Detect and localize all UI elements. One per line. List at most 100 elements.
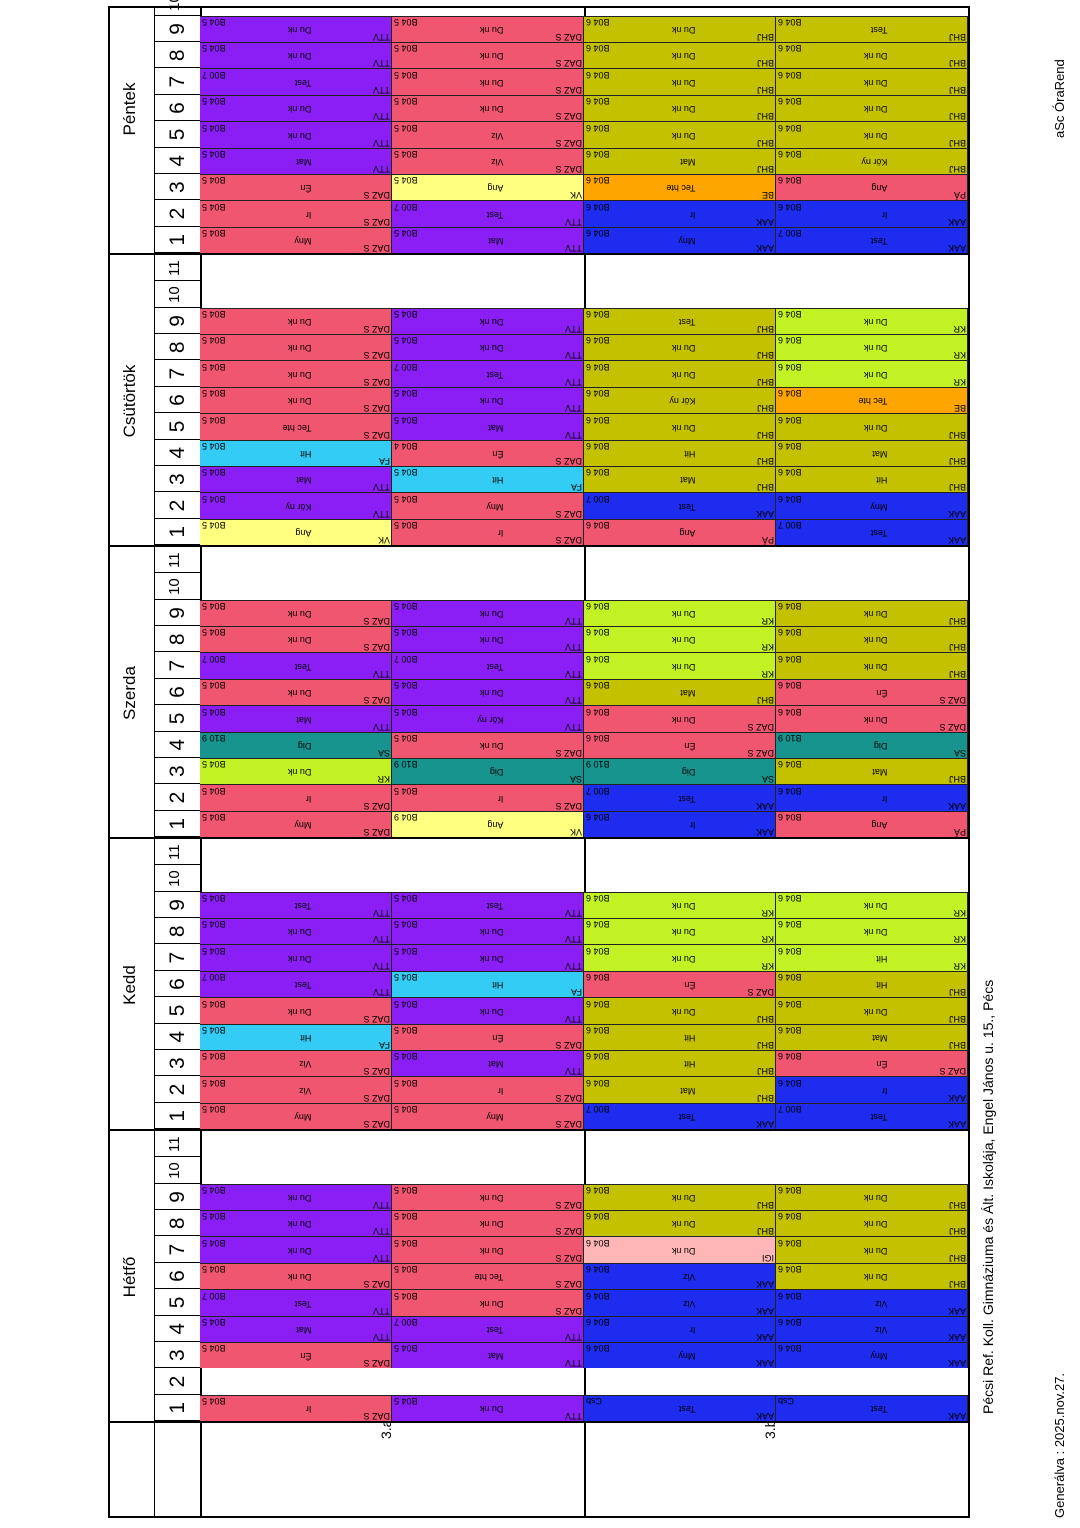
lesson-cell[interactable]: PÁ Ang B04 6 xyxy=(776,173,968,201)
lesson-cell[interactable]: BE Tec hte B04 6 xyxy=(776,386,968,414)
lesson-cell[interactable]: BHJ Du nk B04 6 xyxy=(584,15,776,43)
lesson-cell[interactable]: BHJ Hit B04 6 xyxy=(584,439,776,466)
lesson-cell[interactable]: FA Hit B04 5 xyxy=(392,465,584,493)
lesson-cell[interactable]: DAZ S Tec hte B04 5 xyxy=(200,413,392,440)
lesson-cell[interactable]: TTV Du nk B04 5 xyxy=(200,1236,392,1263)
lesson-cell[interactable]: DAZ S Én B04 5 xyxy=(200,173,392,201)
lesson-cell[interactable]: DAZ S Mny B04 5 xyxy=(200,226,392,253)
lesson-cell[interactable]: TTV Du nk B04 5 xyxy=(392,1394,584,1421)
lesson-cell[interactable]: TTV Mat B04 5 xyxy=(392,226,584,253)
lesson-cell[interactable]: AAK Ir B04 6 xyxy=(776,784,968,811)
lesson-cell[interactable]: BHJ Test B04 6 xyxy=(776,15,968,43)
lesson-cell[interactable]: TTV Du nk B04 5 xyxy=(392,997,584,1024)
lesson-cell[interactable]: AAK Test B00 7 xyxy=(584,784,776,811)
lesson-cell[interactable]: AAK Viz B04 6 xyxy=(776,1289,968,1316)
lesson-cell[interactable]: PÁ Ang B04 6 xyxy=(776,810,968,837)
lesson-cell[interactable]: BHJ Mat B04 6 xyxy=(584,1076,776,1103)
lesson-cell[interactable]: BHJ Kör ny B04 6 xyxy=(776,147,968,174)
lesson-cell[interactable]: DAZ S Du nk B04 5 xyxy=(392,68,584,95)
lesson-cell[interactable]: BHJ Du nk B04 6 xyxy=(776,652,968,679)
lesson-cell[interactable]: BHJ Mat B04 6 xyxy=(584,147,776,174)
lesson-cell[interactable]: BHJ Du nk B04 6 xyxy=(776,1262,968,1290)
lesson-cell[interactable]: DAZ S Du nk B04 5 xyxy=(200,334,392,361)
lesson-cell[interactable]: DAZ S Du nk B04 5 xyxy=(392,731,584,758)
lesson-cell[interactable]: BHJ Hit B04 6 xyxy=(776,970,968,998)
lesson-cell[interactable]: BHJ Du nk B04 6 xyxy=(584,68,776,95)
lesson-cell[interactable]: DAZ S Én B04 6 xyxy=(776,1049,968,1077)
lesson-cell[interactable]: DAZ S Ir B04 5 xyxy=(200,1394,392,1421)
lesson-cell[interactable]: KR Du nk B04 6 xyxy=(584,944,776,971)
lesson-cell[interactable]: DAZ S Du nk B04 5 xyxy=(200,599,392,627)
lesson-cell[interactable]: BHJ Du nk B04 6 xyxy=(584,94,776,122)
lesson-cell[interactable]: AAK Test B00 7 xyxy=(776,226,968,253)
lesson-cell[interactable]: TTV Test B00 7 xyxy=(392,360,584,387)
lesson-cell[interactable]: BHJ Hit B04 6 xyxy=(584,1049,776,1077)
lesson-cell[interactable]: DAZ S Du nk B04 6 xyxy=(584,705,776,732)
lesson-cell[interactable]: BHJ Mat B04 6 xyxy=(584,678,776,706)
lesson-cell[interactable]: BHJ Du nk B04 6 xyxy=(776,599,968,627)
lesson-cell[interactable]: FA Hit B04 5 xyxy=(392,970,584,998)
lesson-cell[interactable]: DAZ S Ir B04 5 xyxy=(200,784,392,811)
lesson-cell[interactable]: TTV Test B00 7 xyxy=(392,1315,584,1342)
lesson-cell[interactable]: DAZ S Viz B04 5 xyxy=(200,1076,392,1103)
lesson-cell[interactable]: TTV Kör ny B04 5 xyxy=(200,492,392,519)
lesson-cell[interactable]: DAZ S Du nk B04 5 xyxy=(392,1236,584,1263)
lesson-cell[interactable]: DAZ S Viz B04 5 xyxy=(392,121,584,148)
lesson-cell[interactable]: KR Du nk B04 6 xyxy=(776,334,968,361)
lesson-cell[interactable]: TTV Test B04 5 xyxy=(200,891,392,919)
lesson-cell[interactable]: TTV Mat B04 5 xyxy=(200,147,392,174)
lesson-cell[interactable]: BHJ Mat B04 6 xyxy=(776,1023,968,1050)
lesson-cell[interactable]: DAZ S Én B04 5 xyxy=(392,1023,584,1050)
lesson-cell[interactable]: TTV Mat B04 5 xyxy=(392,413,584,440)
lesson-cell[interactable]: TTV Du nk B04 5 xyxy=(392,599,584,627)
lesson-cell[interactable]: BHJ Du nk B04 6 xyxy=(776,1236,968,1263)
lesson-cell[interactable]: SA Dig B10 9 xyxy=(584,757,776,785)
lesson-cell[interactable]: DAZ S Mny B04 5 xyxy=(392,1102,584,1129)
lesson-cell[interactable]: TTV Du nk B04 5 xyxy=(200,944,392,971)
lesson-cell[interactable]: TTV Test B00 7 xyxy=(200,68,392,95)
lesson-cell[interactable]: TTV Kör ny B04 5 xyxy=(392,705,584,732)
lesson-cell[interactable]: PÁ Ang B04 6 xyxy=(584,518,776,545)
lesson-cell[interactable]: DAZ S Du nk B04 5 xyxy=(200,386,392,414)
lesson-cell[interactable]: KR Du nk B04 6 xyxy=(584,891,776,919)
lesson-cell[interactable]: TTV Du nk B04 5 xyxy=(200,918,392,945)
lesson-cell[interactable]: DAZ S Du nk B04 6 xyxy=(776,705,968,732)
lesson-cell[interactable]: AAK Test Csb xyxy=(776,1394,968,1421)
lesson-cell[interactable]: DAZ S Du nk B04 5 xyxy=(392,1210,584,1237)
lesson-cell[interactable]: DAZ S Du nk B04 5 xyxy=(200,307,392,335)
lesson-cell[interactable]: BHJ Test B04 6 xyxy=(584,307,776,335)
lesson-cell[interactable]: FA Hit B04 5 xyxy=(200,1023,392,1050)
lesson-cell[interactable]: TTV Mat B04 5 xyxy=(200,465,392,493)
lesson-cell[interactable]: AAK Viz B04 6 xyxy=(776,1315,968,1342)
lesson-cell[interactable]: KR Du nk B04 6 xyxy=(776,360,968,387)
lesson-cell[interactable]: TTV Test B04 5 xyxy=(392,891,584,919)
lesson-cell[interactable]: KR Du nk B04 6 xyxy=(584,652,776,679)
lesson-cell[interactable]: DAZ S Ir B04 5 xyxy=(200,200,392,227)
lesson-cell[interactable]: TTV Du nk B04 5 xyxy=(200,1210,392,1237)
lesson-cell[interactable]: TTV Du nk B04 5 xyxy=(392,678,584,706)
lesson-cell[interactable]: BHJ Du nk B04 6 xyxy=(776,121,968,148)
lesson-cell[interactable]: VK Ang B04 5 xyxy=(392,173,584,201)
lesson-cell[interactable]: DAZ S Én B04 6 xyxy=(584,731,776,758)
lesson-cell[interactable]: AAK Mny B04 6 xyxy=(584,1341,776,1369)
lesson-cell[interactable]: BHJ Mat B04 6 xyxy=(776,439,968,466)
lesson-cell[interactable]: DAZ S Ir B04 5 xyxy=(392,784,584,811)
lesson-cell[interactable]: KR Du nk B04 6 xyxy=(776,307,968,335)
lesson-cell[interactable]: KR Du nk B04 5 xyxy=(200,757,392,785)
lesson-cell[interactable]: TTV Mat B04 5 xyxy=(392,1341,584,1369)
lesson-cell[interactable]: BHJ Du nk B04 6 xyxy=(584,334,776,361)
lesson-cell[interactable]: TTV Du nk B04 5 xyxy=(200,15,392,43)
lesson-cell[interactable]: DAZ S Mny B04 5 xyxy=(392,492,584,519)
lesson-cell[interactable]: TTV Du nk B04 5 xyxy=(392,944,584,971)
lesson-cell[interactable]: AAK Mny B04 6 xyxy=(776,492,968,519)
lesson-cell[interactable]: BHJ Du nk B04 6 xyxy=(776,997,968,1024)
lesson-cell[interactable]: DAZ S Du nk B04 5 xyxy=(392,15,584,43)
lesson-cell[interactable]: BHJ Du nk B04 6 xyxy=(776,1210,968,1237)
lesson-cell[interactable]: BHJ Du nk B04 6 xyxy=(584,1210,776,1237)
lesson-cell[interactable]: AAK Ir B04 6 xyxy=(776,1076,968,1103)
lesson-cell[interactable]: DAZ S Ir B04 5 xyxy=(392,1076,584,1103)
lesson-cell[interactable]: BHJ Du nk B04 6 xyxy=(584,1183,776,1211)
lesson-cell[interactable]: VK Ang B04 5 xyxy=(200,518,392,545)
lesson-cell[interactable]: TTV Du nk B04 5 xyxy=(392,626,584,653)
lesson-cell[interactable]: AAK Ir B04 6 xyxy=(584,200,776,227)
